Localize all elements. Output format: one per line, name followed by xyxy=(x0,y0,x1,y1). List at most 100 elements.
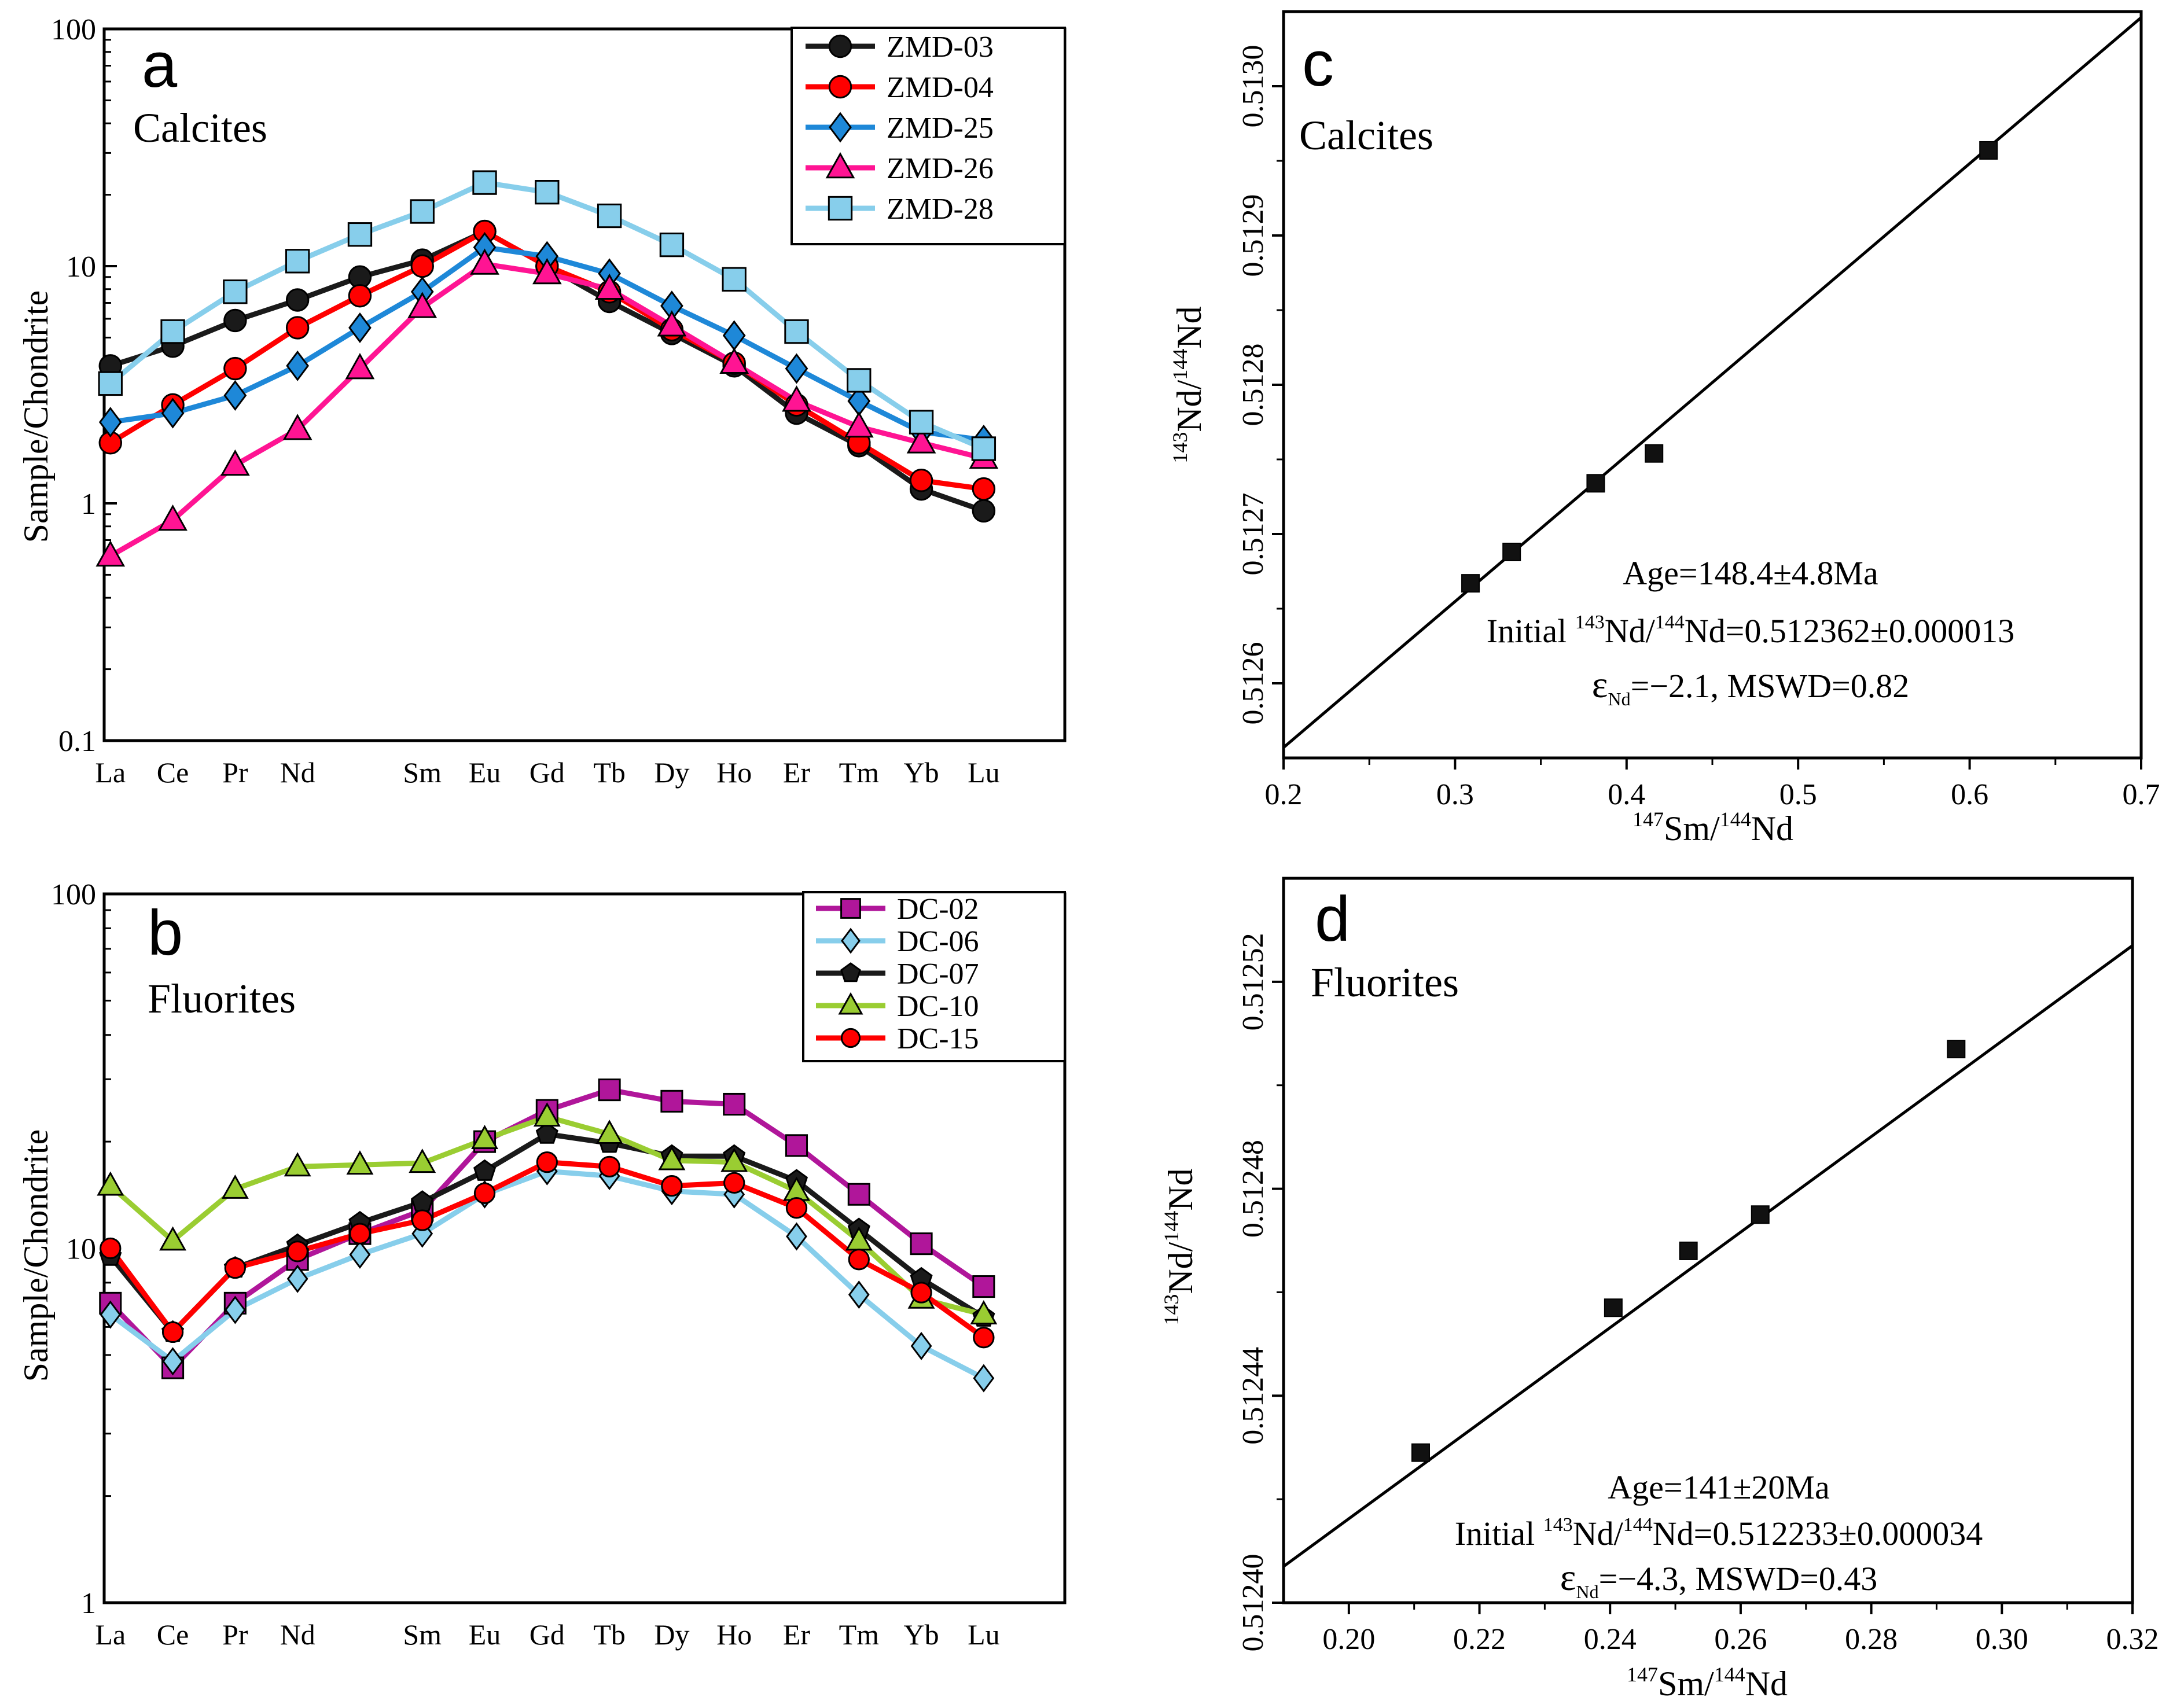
b-point-DC-06 xyxy=(848,1280,870,1309)
b-point-DC-02 xyxy=(723,1092,746,1116)
b-xtick-label-Tb: Tb xyxy=(593,1618,626,1651)
b-point-DC-10 xyxy=(97,1171,124,1196)
b-point-DC-10 xyxy=(221,1174,249,1199)
b-point-DC-10 xyxy=(970,1300,998,1324)
a-point-ZMD-25 xyxy=(722,320,746,351)
panel-d-data xyxy=(1282,944,2134,1568)
panel-c-epsilon-symbol: ε xyxy=(1592,664,1608,706)
b-point-DC-10 xyxy=(471,1125,498,1150)
a-point-ZMD-28 xyxy=(722,267,747,292)
panel-d-ylabel-part2: Nd xyxy=(1161,1168,1200,1210)
panel-a-legend: ZMD-03 ZMD-04 ZMD-25 ZMD-26 ZMD-28 xyxy=(790,27,1066,245)
a-legend-label-ZMD-04: ZMD-04 xyxy=(887,71,994,104)
panel-a-ylabel: Sample/Chondrite xyxy=(17,290,55,543)
b-ytick-label: 1 xyxy=(81,1587,96,1620)
c-data-point xyxy=(1502,542,1521,561)
b-xtick-label-Yb: Yb xyxy=(904,1618,939,1651)
panel-d-initial-prefix: Initial xyxy=(1455,1515,1543,1552)
d-xtick-label: 0.30 xyxy=(1976,1623,2028,1656)
panel-b-x-axis: La Ce Pr Nd Sm Eu Gd Tb Dy Ho Er Tm Yb Lu xyxy=(95,1618,999,1651)
b-point-DC-15 xyxy=(161,1321,184,1343)
c-isochron-line xyxy=(1282,16,2142,749)
panel-b-title: Fluorites xyxy=(148,976,296,1022)
a-point-ZMD-25 xyxy=(161,397,185,429)
a-point-ZMD-26 xyxy=(594,273,624,300)
panel-d-xlabel: 147Sm/144Nd xyxy=(1627,1663,1788,1703)
a-point-ZMD-26 xyxy=(158,504,187,531)
a-point-ZMD-03 xyxy=(223,308,247,333)
b-legend-marker-DC-10 xyxy=(838,992,863,1015)
panel-b-y-axis: 1 10 100 xyxy=(51,878,117,1620)
b-point-DC-10 xyxy=(409,1149,436,1173)
a-point-ZMD-26 xyxy=(532,257,562,285)
c-ytick-label: 0.5129 xyxy=(1237,194,1270,277)
panel-b-letter: b xyxy=(148,897,183,969)
b-xtick-label-Nd: Nd xyxy=(280,1618,315,1651)
b-point-DC-10 xyxy=(533,1102,561,1127)
c-xtick-label: 0.3 xyxy=(1436,778,1474,811)
b-legend-marker-DC-02 xyxy=(840,898,861,919)
panel-c-axes: 0.2 0.3 0.4 0.5 0.6 0.7 0.5126 0.5127 0.5128 0.51… xyxy=(1237,45,2160,812)
b-legend-label-DC-06: DC-06 xyxy=(897,925,979,958)
b-point-DC-15 xyxy=(224,1257,247,1279)
a-xtick-label-Sm: Sm xyxy=(403,756,442,789)
b-point-DC-15 xyxy=(411,1209,433,1231)
a-xtick-label-Pr: Pr xyxy=(222,756,248,789)
b-ytick-label: 100 xyxy=(51,878,96,911)
a-point-ZMD-26 xyxy=(657,310,687,337)
panel-b-series-group xyxy=(97,1078,998,1393)
a-ytick-label: 0.1 xyxy=(58,725,96,758)
a-point-ZMD-28 xyxy=(160,319,185,344)
d-data-point xyxy=(1604,1298,1623,1317)
a-legend-marker-ZMD-25 xyxy=(829,112,852,143)
c-xtick-label: 0.7 xyxy=(2123,778,2160,811)
d-xtick-label: 0.24 xyxy=(1584,1623,1637,1656)
b-point-DC-15 xyxy=(848,1249,870,1271)
d-xtick-label: 0.26 xyxy=(1714,1623,1767,1656)
panel-b-rare-earth-plot-fluorites: b Fluorites Sample/Chondrite 1 10 100 La Ce… xyxy=(17,878,1067,1651)
panel-d-xlabel-part2: Nd xyxy=(1745,1665,1788,1703)
a-point-ZMD-28 xyxy=(784,319,809,344)
b-xtick-label-Gd: Gd xyxy=(530,1618,565,1651)
b-point-DC-15 xyxy=(598,1155,620,1178)
a-xtick-label-Ho: Ho xyxy=(716,756,752,789)
a-xtick-label-Yb: Yb xyxy=(904,756,939,789)
panel-a-x-axis: La Ce Pr Nd Sm Eu Gd Tb Dy Ho Er Tm Yb Lu xyxy=(95,756,999,789)
a-xtick-label-Gd: Gd xyxy=(530,756,565,789)
a-point-ZMD-26 xyxy=(719,347,749,374)
d-xtick-label: 0.32 xyxy=(2106,1623,2159,1656)
a-point-ZMD-26 xyxy=(906,427,936,454)
b-series-line-DC-10 xyxy=(108,1114,984,1317)
b-xtick-label-Ce: Ce xyxy=(157,1618,189,1651)
a-xtick-label-Dy: Dy xyxy=(654,756,689,789)
b-point-DC-06 xyxy=(349,1240,371,1269)
panel-d-epsilon-text: εNd=−4.3, MSWD=0.43 xyxy=(1560,1556,1877,1602)
b-ytick-label: 10 xyxy=(66,1233,96,1266)
a-legend-marker-ZMD-26 xyxy=(825,152,855,179)
a-point-ZMD-26 xyxy=(345,352,375,380)
panel-c-initial-value: Nd=0.512362±0.000013 xyxy=(1685,612,2014,650)
d-xtick-label: 0.28 xyxy=(1845,1623,1898,1656)
b-point-DC-15 xyxy=(100,1237,122,1260)
b-point-DC-15 xyxy=(661,1175,683,1197)
b-legend-label-DC-10: DC-10 xyxy=(897,990,979,1023)
a-point-ZMD-28 xyxy=(285,249,310,274)
panel-d-xlabel-part1: Sm/ xyxy=(1658,1665,1714,1703)
a-legend-marker-ZMD-03 xyxy=(828,34,852,58)
panel-d-plot-frame xyxy=(1282,877,2134,1604)
b-legend-marker-DC-06 xyxy=(841,927,861,954)
a-point-ZMD-26 xyxy=(470,248,499,275)
d-isochron-line xyxy=(1282,944,2134,1568)
panel-c-isochron-calcites: c Calcites 0.2 0.3 0.4 0.5 0.6 0.7 0.5126 0.512… xyxy=(1168,10,2160,848)
a-point-ZMD-25 xyxy=(98,407,122,438)
a-ytick-label: 10 xyxy=(66,251,96,284)
b-point-DC-06 xyxy=(786,1222,807,1251)
d-data-point xyxy=(1679,1241,1698,1260)
c-xtick-label: 0.4 xyxy=(1608,778,1645,811)
a-point-ZMD-26 xyxy=(407,292,437,318)
b-xtick-label-Eu: Eu xyxy=(469,1618,501,1651)
a-xtick-label-Eu: Eu xyxy=(469,756,501,789)
a-xtick-label-Ce: Ce xyxy=(157,756,189,789)
panel-d-letter: d xyxy=(1315,884,1350,955)
